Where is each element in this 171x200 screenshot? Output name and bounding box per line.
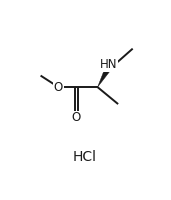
Text: HN: HN bbox=[99, 58, 117, 71]
Text: O: O bbox=[72, 111, 81, 124]
Text: O: O bbox=[54, 81, 63, 94]
Text: HCl: HCl bbox=[73, 150, 97, 164]
Polygon shape bbox=[98, 65, 111, 87]
